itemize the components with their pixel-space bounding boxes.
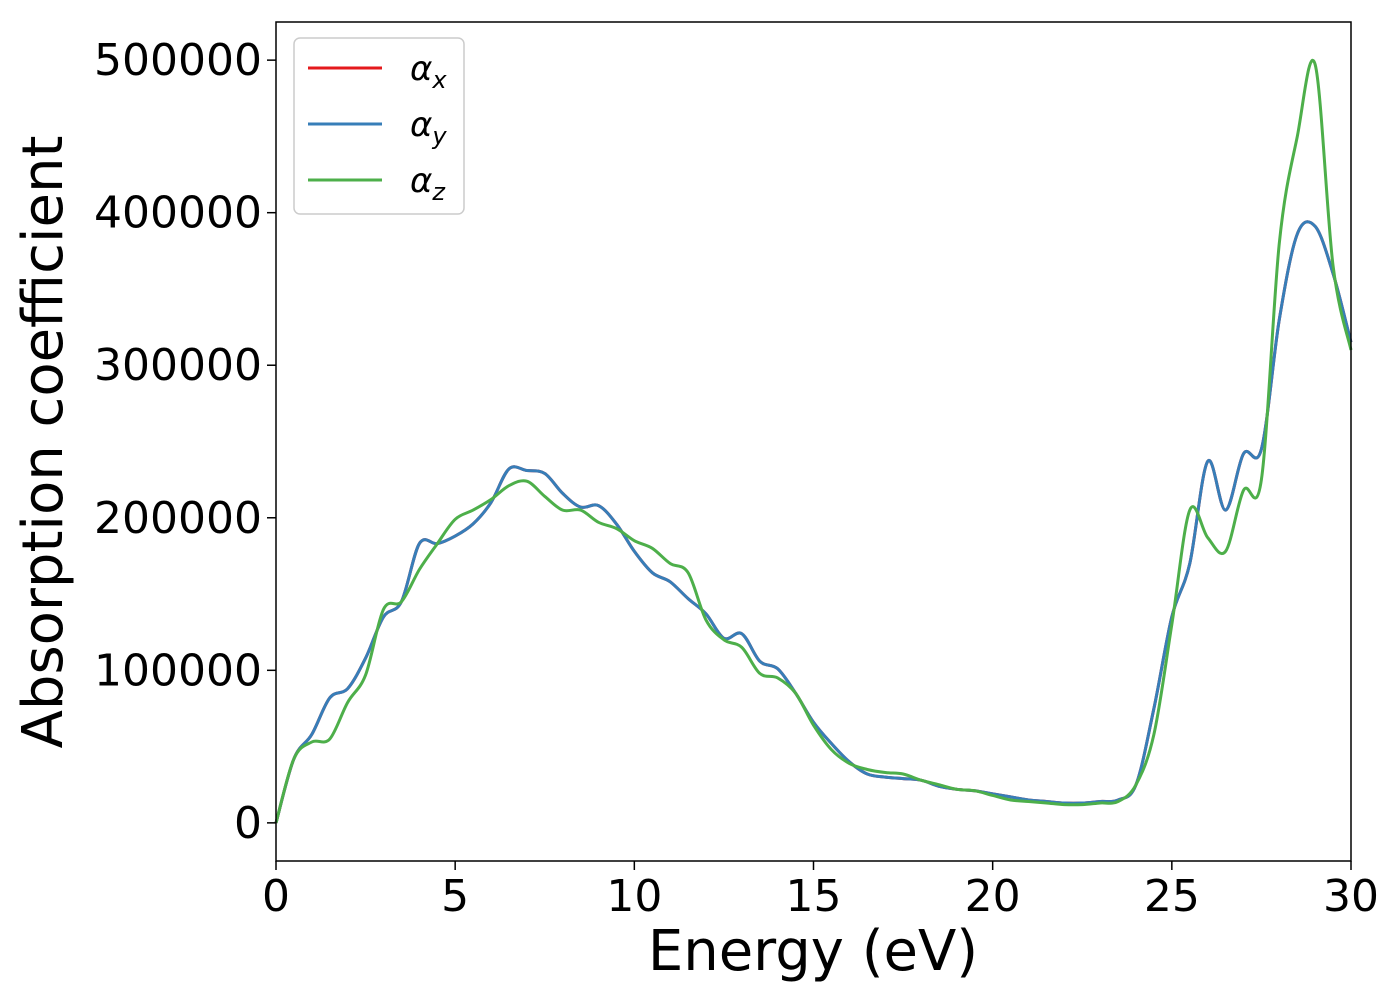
x-tick-label: 10 — [606, 871, 662, 922]
x-axis-label: Energy (eV) — [648, 919, 978, 984]
y-axis: 0 100000 200000 300000 400000 500000 — [94, 35, 276, 849]
y-tick-label: 200000 — [94, 493, 262, 544]
series-lines — [274, 59, 1353, 824]
y-tick-label: 500000 — [94, 35, 262, 86]
series-line-y — [274, 220, 1353, 824]
y-axis-label: Absorption coefficient — [11, 136, 76, 749]
legend-label-x: αx — [410, 49, 447, 94]
y-tick-label: 0 — [234, 798, 262, 849]
legend-label-y: αy — [410, 105, 447, 150]
y-tick-label: 300000 — [94, 340, 262, 391]
x-tick-label: 5 — [441, 871, 469, 922]
legend-label-z: αz — [410, 161, 446, 206]
x-tick-label: 25 — [1144, 871, 1200, 922]
x-tick-label: 20 — [965, 871, 1021, 922]
series-line-z — [274, 59, 1353, 824]
x-tick-label: 15 — [786, 871, 842, 922]
x-tick-label: 30 — [1323, 871, 1379, 922]
x-axis: 0 5 10 15 20 25 30 — [262, 861, 1379, 922]
y-tick-label: 100000 — [94, 645, 262, 696]
legend-box — [293, 37, 465, 215]
x-tick-label: 0 — [262, 871, 290, 922]
y-tick-label: 400000 — [94, 188, 262, 239]
series-line-x — [274, 220, 1353, 824]
legend: αx αy αz — [293, 37, 465, 215]
